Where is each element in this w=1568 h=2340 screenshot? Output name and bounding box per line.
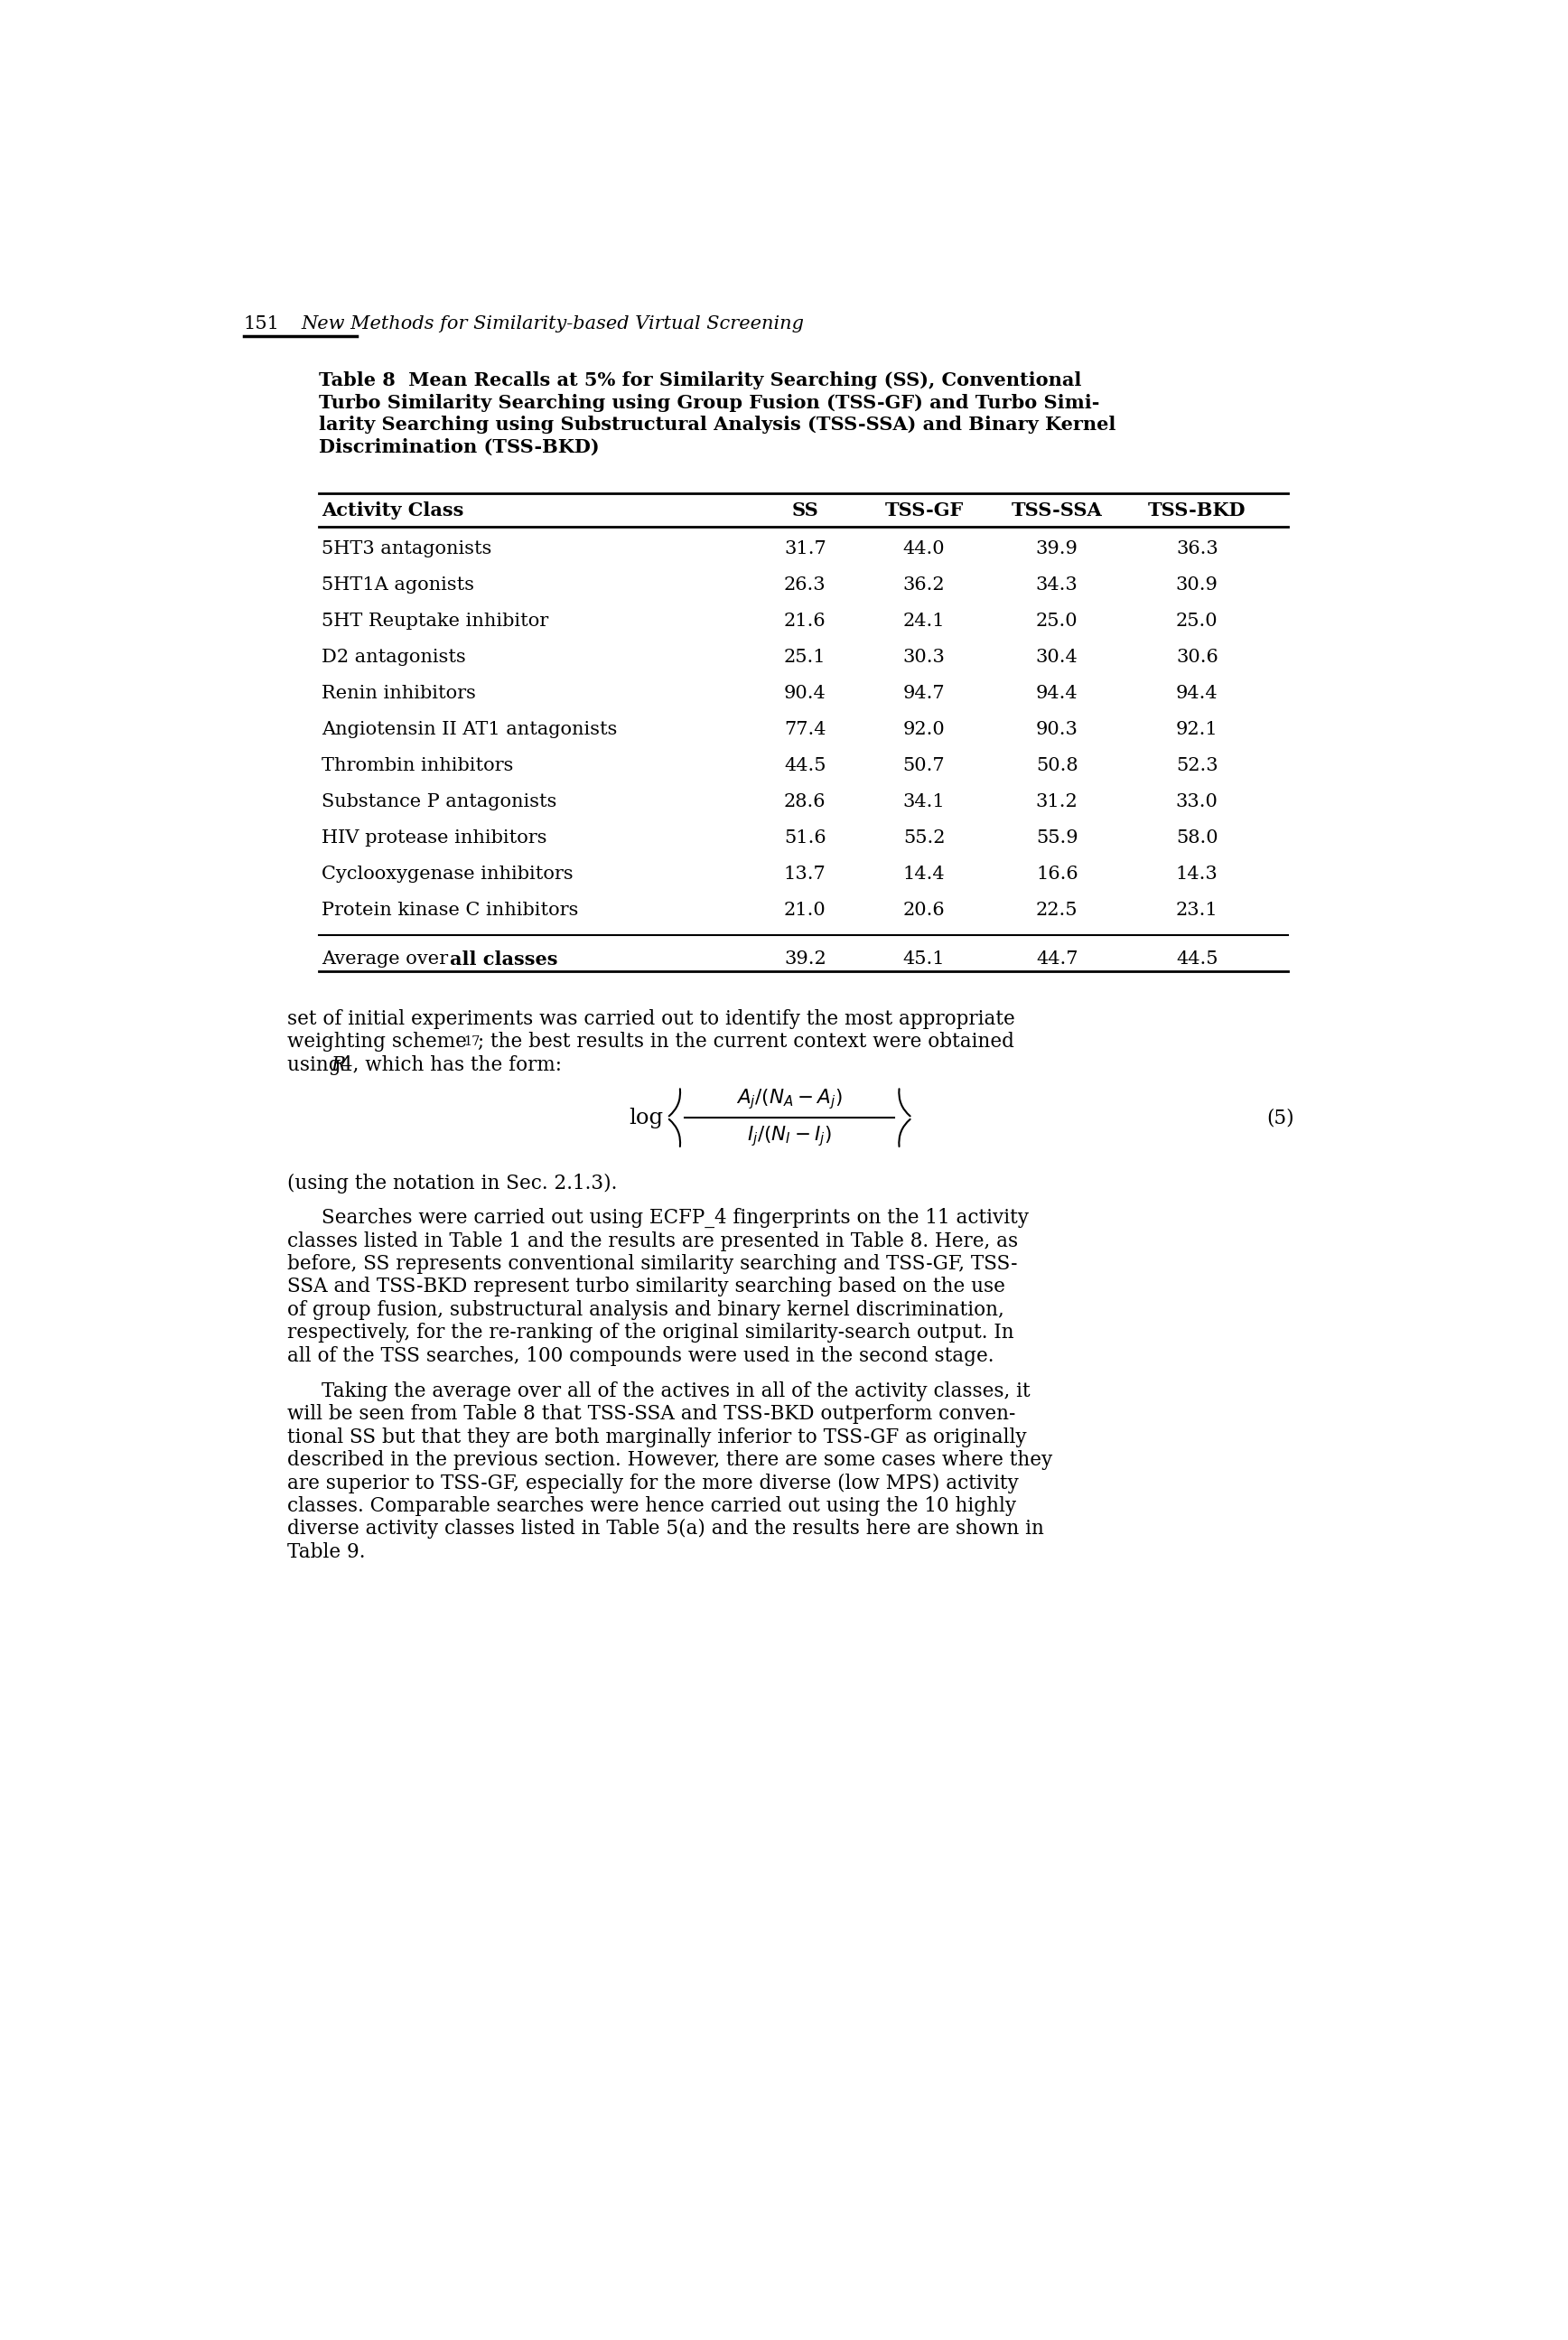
- Text: 21.6: 21.6: [784, 613, 826, 629]
- Text: 77.4: 77.4: [784, 721, 826, 739]
- Text: 28.6: 28.6: [784, 793, 826, 810]
- Text: 34.1: 34.1: [903, 793, 946, 810]
- Text: R: R: [331, 1055, 347, 1074]
- Text: 13.7: 13.7: [784, 866, 826, 882]
- Text: 151: 151: [243, 316, 279, 332]
- Text: 14.3: 14.3: [1176, 866, 1218, 882]
- Text: will be seen from Table 8 that TSS-SSA and TSS-BKD outperform conven-: will be seen from Table 8 that TSS-SSA a…: [287, 1404, 1016, 1425]
- Text: Taking the average over all of the actives in all of the activity classes, it: Taking the average over all of the activ…: [321, 1381, 1030, 1402]
- Text: SS: SS: [792, 501, 818, 519]
- Text: 22.5: 22.5: [1036, 901, 1079, 920]
- Text: 25.0: 25.0: [1176, 613, 1218, 629]
- Text: TSS-BKD: TSS-BKD: [1148, 501, 1247, 519]
- Text: 31.7: 31.7: [784, 541, 826, 557]
- Text: $I_j/(N_I - I_j)$: $I_j/(N_I - I_j)$: [748, 1123, 833, 1149]
- Text: 30.3: 30.3: [903, 648, 946, 667]
- Text: log: log: [629, 1107, 663, 1128]
- Text: D2 antagonists: D2 antagonists: [321, 648, 466, 667]
- Text: 39.2: 39.2: [784, 950, 826, 966]
- Text: Thrombin inhibitors: Thrombin inhibitors: [321, 758, 514, 775]
- Text: 25.0: 25.0: [1036, 613, 1079, 629]
- Text: New Methods for Similarity-based Virtual Screening: New Methods for Similarity-based Virtual…: [301, 316, 804, 332]
- Text: 55.2: 55.2: [903, 831, 946, 847]
- Text: Discrimination (TSS-BKD): Discrimination (TSS-BKD): [318, 438, 599, 456]
- Text: 39.9: 39.9: [1036, 541, 1079, 557]
- Text: 20.6: 20.6: [903, 901, 946, 920]
- Text: of group fusion, substructural analysis and binary kernel discrimination,: of group fusion, substructural analysis …: [287, 1301, 1004, 1320]
- Text: Activity Class: Activity Class: [321, 501, 464, 519]
- Text: 5HT Reuptake inhibitor: 5HT Reuptake inhibitor: [321, 613, 549, 629]
- Text: larity Searching using Substructural Analysis (TSS-SSA) and Binary Kernel: larity Searching using Substructural Ana…: [318, 417, 1115, 433]
- Text: using: using: [287, 1055, 347, 1074]
- Text: 94.4: 94.4: [1036, 686, 1079, 702]
- Text: Substance P antagonists: Substance P antagonists: [321, 793, 557, 810]
- Text: Table 8  Mean Recalls at 5% for Similarity Searching (SS), Conventional: Table 8 Mean Recalls at 5% for Similarit…: [318, 372, 1082, 388]
- Text: TSS-SSA: TSS-SSA: [1011, 501, 1102, 519]
- Text: 30.6: 30.6: [1176, 648, 1218, 667]
- Text: 44.7: 44.7: [1036, 950, 1079, 966]
- Text: 26.3: 26.3: [784, 576, 826, 594]
- Text: 23.1: 23.1: [1176, 901, 1218, 920]
- Text: described in the previous section. However, there are some cases where they: described in the previous section. Howev…: [287, 1451, 1052, 1470]
- Text: 24.1: 24.1: [903, 613, 946, 629]
- Text: all of the TSS searches, 100 compounds were used in the second stage.: all of the TSS searches, 100 compounds w…: [287, 1345, 994, 1367]
- Text: 55.9: 55.9: [1036, 831, 1079, 847]
- Text: Turbo Similarity Searching using Group Fusion (TSS-GF) and Turbo Simi-: Turbo Similarity Searching using Group F…: [318, 393, 1099, 412]
- Text: HIV protease inhibitors: HIV protease inhibitors: [321, 831, 547, 847]
- Text: 51.6: 51.6: [784, 831, 826, 847]
- Text: 50.8: 50.8: [1036, 758, 1079, 775]
- Text: 92.1: 92.1: [1176, 721, 1218, 739]
- Text: classes listed in Table 1 and the results are presented in Table 8. Here, as: classes listed in Table 1 and the result…: [287, 1231, 1018, 1252]
- Text: Cyclooxygenase inhibitors: Cyclooxygenase inhibitors: [321, 866, 574, 882]
- Text: respectively, for the re-ranking of the original similarity-search output. In: respectively, for the re-ranking of the …: [287, 1322, 1014, 1343]
- Text: 50.7: 50.7: [903, 758, 946, 775]
- Text: 90.3: 90.3: [1036, 721, 1079, 739]
- Text: TSS-GF: TSS-GF: [884, 501, 963, 519]
- Text: Table 9.: Table 9.: [287, 1542, 365, 1561]
- Text: Average over: Average over: [321, 950, 455, 966]
- Text: ; the best results in the current context were obtained: ; the best results in the current contex…: [477, 1032, 1014, 1053]
- Text: 36.3: 36.3: [1176, 541, 1218, 557]
- Text: 5HT1A agonists: 5HT1A agonists: [321, 576, 475, 594]
- Text: 16.6: 16.6: [1036, 866, 1079, 882]
- Text: 44.5: 44.5: [784, 758, 826, 775]
- Text: 36.2: 36.2: [903, 576, 946, 594]
- Text: Angiotensin II AT1 antagonists: Angiotensin II AT1 antagonists: [321, 721, 618, 739]
- Text: 92.0: 92.0: [903, 721, 946, 739]
- Text: Renin inhibitors: Renin inhibitors: [321, 686, 477, 702]
- Text: 44.0: 44.0: [903, 541, 946, 557]
- Text: 94.7: 94.7: [903, 686, 946, 702]
- Text: Searches were carried out using ECFP_4 fingerprints on the 11 activity: Searches were carried out using ECFP_4 f…: [321, 1207, 1029, 1228]
- Text: $A_j/(N_A - A_j)$: $A_j/(N_A - A_j)$: [737, 1088, 842, 1112]
- Text: 30.4: 30.4: [1036, 648, 1079, 667]
- Text: before, SS represents conventional similarity searching and TSS-GF, TSS-: before, SS represents conventional simil…: [287, 1254, 1018, 1273]
- Text: classes. Comparable searches were hence carried out using the 10 highly: classes. Comparable searches were hence …: [287, 1495, 1016, 1516]
- Text: 90.4: 90.4: [784, 686, 826, 702]
- Text: 44.5: 44.5: [1176, 950, 1218, 966]
- Text: tional SS but that they are both marginally inferior to TSS-GF as originally: tional SS but that they are both margina…: [287, 1427, 1027, 1446]
- Text: 5HT3 antagonists: 5HT3 antagonists: [321, 541, 492, 557]
- Text: 58.0: 58.0: [1176, 831, 1218, 847]
- Text: 25.1: 25.1: [784, 648, 826, 667]
- Text: set of initial experiments was carried out to identify the most appropriate: set of initial experiments was carried o…: [287, 1009, 1014, 1030]
- Text: 94.4: 94.4: [1176, 686, 1218, 702]
- Text: 4, which has the form:: 4, which has the form:: [340, 1055, 563, 1074]
- Text: 14.4: 14.4: [903, 866, 946, 882]
- Text: (using the notation in Sec. 2.1.3).: (using the notation in Sec. 2.1.3).: [287, 1172, 618, 1193]
- Text: 33.0: 33.0: [1176, 793, 1218, 810]
- Text: weighting scheme: weighting scheme: [287, 1032, 467, 1053]
- Text: 21.0: 21.0: [784, 901, 826, 920]
- Text: Protein kinase C inhibitors: Protein kinase C inhibitors: [321, 901, 579, 920]
- Text: 45.1: 45.1: [903, 950, 946, 966]
- Text: all classes: all classes: [450, 950, 558, 969]
- Text: 17: 17: [464, 1037, 480, 1048]
- Text: are superior to TSS-GF, especially for the more diverse (low MPS) activity: are superior to TSS-GF, especially for t…: [287, 1474, 1018, 1493]
- Text: diverse activity classes listed in Table 5(a) and the results here are shown in: diverse activity classes listed in Table…: [287, 1519, 1044, 1540]
- Text: 31.2: 31.2: [1036, 793, 1079, 810]
- Text: (5): (5): [1267, 1107, 1295, 1128]
- Text: 30.9: 30.9: [1176, 576, 1218, 594]
- Text: 34.3: 34.3: [1036, 576, 1079, 594]
- Text: 52.3: 52.3: [1176, 758, 1218, 775]
- Text: SSA and TSS-BKD represent turbo similarity searching based on the use: SSA and TSS-BKD represent turbo similari…: [287, 1278, 1005, 1296]
